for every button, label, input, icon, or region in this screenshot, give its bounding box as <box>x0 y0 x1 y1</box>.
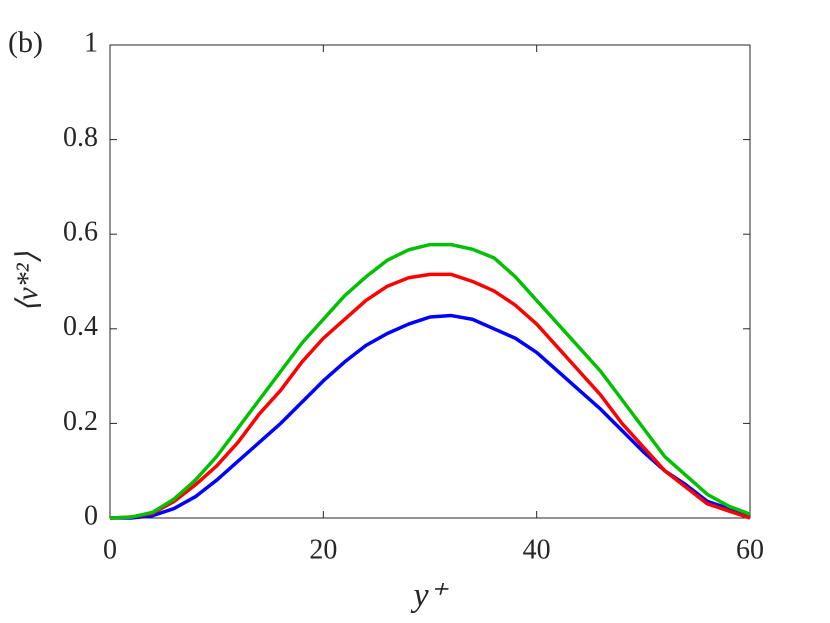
line-series <box>109 272 751 520</box>
y-tick-label: 0.8 <box>63 122 98 153</box>
y-tick-label: 0.2 <box>63 406 98 437</box>
x-tick-label: 20 <box>309 534 337 565</box>
axes-box <box>109 44 751 519</box>
y-axis-label: ⟨v*²⟩ <box>11 251 44 312</box>
y-tick-label: 0.6 <box>63 217 98 248</box>
x-tick-label: 60 <box>736 534 764 565</box>
y-tick-label: 1 <box>84 27 98 58</box>
line-series <box>110 313 751 520</box>
y-tick-label: 0.4 <box>63 311 98 342</box>
x-tick-label: 40 <box>523 534 551 565</box>
y-tick-label: 0 <box>84 500 98 531</box>
x-tick-label: 0 <box>103 534 117 565</box>
line-series <box>109 242 751 520</box>
panel-label: (b) <box>8 26 43 59</box>
x-axis-label: y⁺ <box>410 577 449 614</box>
